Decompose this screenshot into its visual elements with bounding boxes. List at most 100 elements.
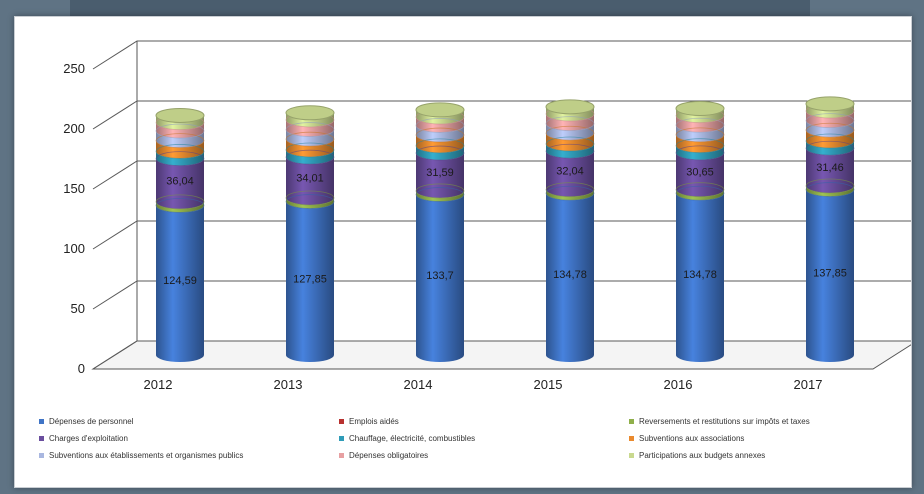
legend-swatch bbox=[339, 436, 344, 441]
bar-segment-rim bbox=[675, 127, 725, 143]
bar-segment-rim bbox=[545, 143, 595, 159]
bar-segment bbox=[156, 140, 204, 159]
bar-segment-rim bbox=[545, 116, 595, 132]
bar-segment bbox=[806, 120, 855, 138]
bar-segment-rim bbox=[545, 185, 595, 201]
bar-segment-rim bbox=[415, 118, 465, 133]
data-label: 30,65 bbox=[686, 166, 714, 178]
bar-segment-rim bbox=[155, 194, 205, 210]
bar-segment-rim bbox=[675, 117, 725, 133]
legend-item: Subventions aux établissements et organi… bbox=[39, 451, 339, 460]
legend-label: Participations aux budgets annexes bbox=[639, 451, 766, 460]
legend-item: Dépenses obligatoires bbox=[339, 451, 629, 460]
bar-segment-rim bbox=[285, 149, 335, 165]
gridline bbox=[92, 280, 911, 310]
bar-segment bbox=[286, 201, 334, 362]
legend-label: Chauffage, électricité, combustibles bbox=[349, 434, 476, 443]
data-label: 34,01 bbox=[296, 173, 324, 185]
legend-item: Subventions aux associations bbox=[629, 434, 899, 443]
bar-segment bbox=[806, 130, 855, 149]
y-tick-label: 200 bbox=[63, 121, 85, 136]
legend-swatch bbox=[39, 453, 44, 458]
bar-segment bbox=[286, 129, 334, 147]
legend-swatch bbox=[39, 436, 44, 441]
bar-segment bbox=[416, 125, 464, 143]
x-tick-label: 2013 bbox=[274, 377, 303, 392]
bar-top-cap bbox=[675, 100, 725, 116]
bar-segment bbox=[416, 153, 464, 198]
bar-segment-rim bbox=[155, 133, 205, 149]
gridline bbox=[92, 160, 911, 190]
bar-top-cap bbox=[805, 96, 855, 112]
bar-segment bbox=[286, 157, 334, 205]
x-tick-label: 2015 bbox=[534, 377, 563, 392]
legend-label: Subventions aux établissements et organi… bbox=[49, 451, 244, 460]
legend-swatch bbox=[629, 436, 634, 441]
bar-segment-rim bbox=[155, 144, 205, 159]
legend-label: Charges d'exploitation bbox=[49, 434, 128, 443]
bar-segment-rim bbox=[805, 140, 855, 156]
data-label: 137,85 bbox=[813, 267, 847, 279]
bar-segment bbox=[676, 125, 724, 142]
legend-label: Emplois aidés bbox=[349, 417, 399, 426]
bar-segment bbox=[286, 197, 334, 209]
bar-segment bbox=[806, 189, 855, 362]
bar-segment-rim bbox=[545, 136, 595, 152]
bar-segment bbox=[676, 193, 724, 362]
bar-segment-rim bbox=[415, 127, 465, 143]
bar-top-cap bbox=[285, 105, 335, 121]
legend-swatch bbox=[629, 419, 634, 424]
data-label: 134,78 bbox=[553, 269, 587, 281]
stacked-cylinder-chart: 0 50 100 150 200 250 124,59 36,04 2012 127,85 34,0… bbox=[63, 40, 911, 392]
y-tick-label: 100 bbox=[63, 241, 85, 256]
bar-segment bbox=[156, 201, 204, 213]
bar-segment-rim bbox=[545, 125, 595, 141]
bar-segment bbox=[156, 205, 204, 362]
bar-segment bbox=[156, 158, 204, 209]
legend-item: Chauffage, électricité, combustibles bbox=[339, 434, 629, 443]
legend-label: Reversements et restitutions sur impôts … bbox=[639, 417, 810, 426]
bar-segment-rim bbox=[285, 190, 335, 206]
bar-segment bbox=[676, 115, 724, 133]
bar-segment bbox=[676, 189, 724, 201]
data-label: 124,59 bbox=[163, 275, 197, 287]
bar-segment-rim bbox=[415, 138, 465, 154]
gridline bbox=[92, 40, 911, 70]
legend-label: Dépenses de personnel bbox=[49, 417, 134, 426]
legend-swatch bbox=[629, 453, 634, 458]
bar-segment-rim bbox=[285, 131, 335, 147]
bar-segment bbox=[806, 185, 855, 197]
bar-segment-rim bbox=[805, 133, 855, 149]
bar-segment bbox=[676, 152, 724, 197]
bar-segment bbox=[416, 135, 464, 153]
data-label: 31,46 bbox=[816, 162, 844, 174]
bar-segment-rim bbox=[675, 185, 725, 201]
chart-frame: 0 50 100 150 200 250 124,59 36,04 2012 127,85 34,0… bbox=[14, 16, 912, 488]
legend-item: Participations aux budgets annexes bbox=[629, 451, 899, 460]
gridline bbox=[92, 340, 911, 370]
data-label: 127,85 bbox=[293, 273, 327, 285]
data-label: 133,7 bbox=[426, 270, 454, 282]
bar-segment-rim bbox=[805, 122, 855, 138]
x-tick-label: 2014 bbox=[404, 377, 433, 392]
bar-segment bbox=[286, 139, 334, 157]
bar-segment bbox=[546, 151, 594, 197]
bar-segment-rim bbox=[415, 145, 465, 161]
bar-segment-rim bbox=[285, 122, 335, 137]
bar-segment-rim bbox=[415, 187, 465, 202]
x-tick-label: 2016 bbox=[664, 377, 693, 392]
legend-item: Emplois aidés bbox=[339, 417, 629, 426]
y-tick-label: 150 bbox=[63, 181, 85, 196]
data-label: 31,59 bbox=[426, 167, 454, 179]
bar-segment-rim bbox=[805, 113, 855, 129]
y-tick-label: 0 bbox=[78, 361, 85, 376]
data-label: 36,04 bbox=[166, 175, 194, 187]
bar-segment bbox=[416, 190, 464, 202]
bar-segment bbox=[546, 193, 594, 362]
bar-segment bbox=[676, 134, 724, 153]
y-tick-label: 50 bbox=[71, 301, 85, 316]
bar-top-cap bbox=[545, 99, 595, 115]
data-label: 134,78 bbox=[683, 269, 717, 281]
bar-segment-rim bbox=[545, 182, 595, 198]
legend-item: Charges d'exploitation bbox=[39, 434, 339, 443]
